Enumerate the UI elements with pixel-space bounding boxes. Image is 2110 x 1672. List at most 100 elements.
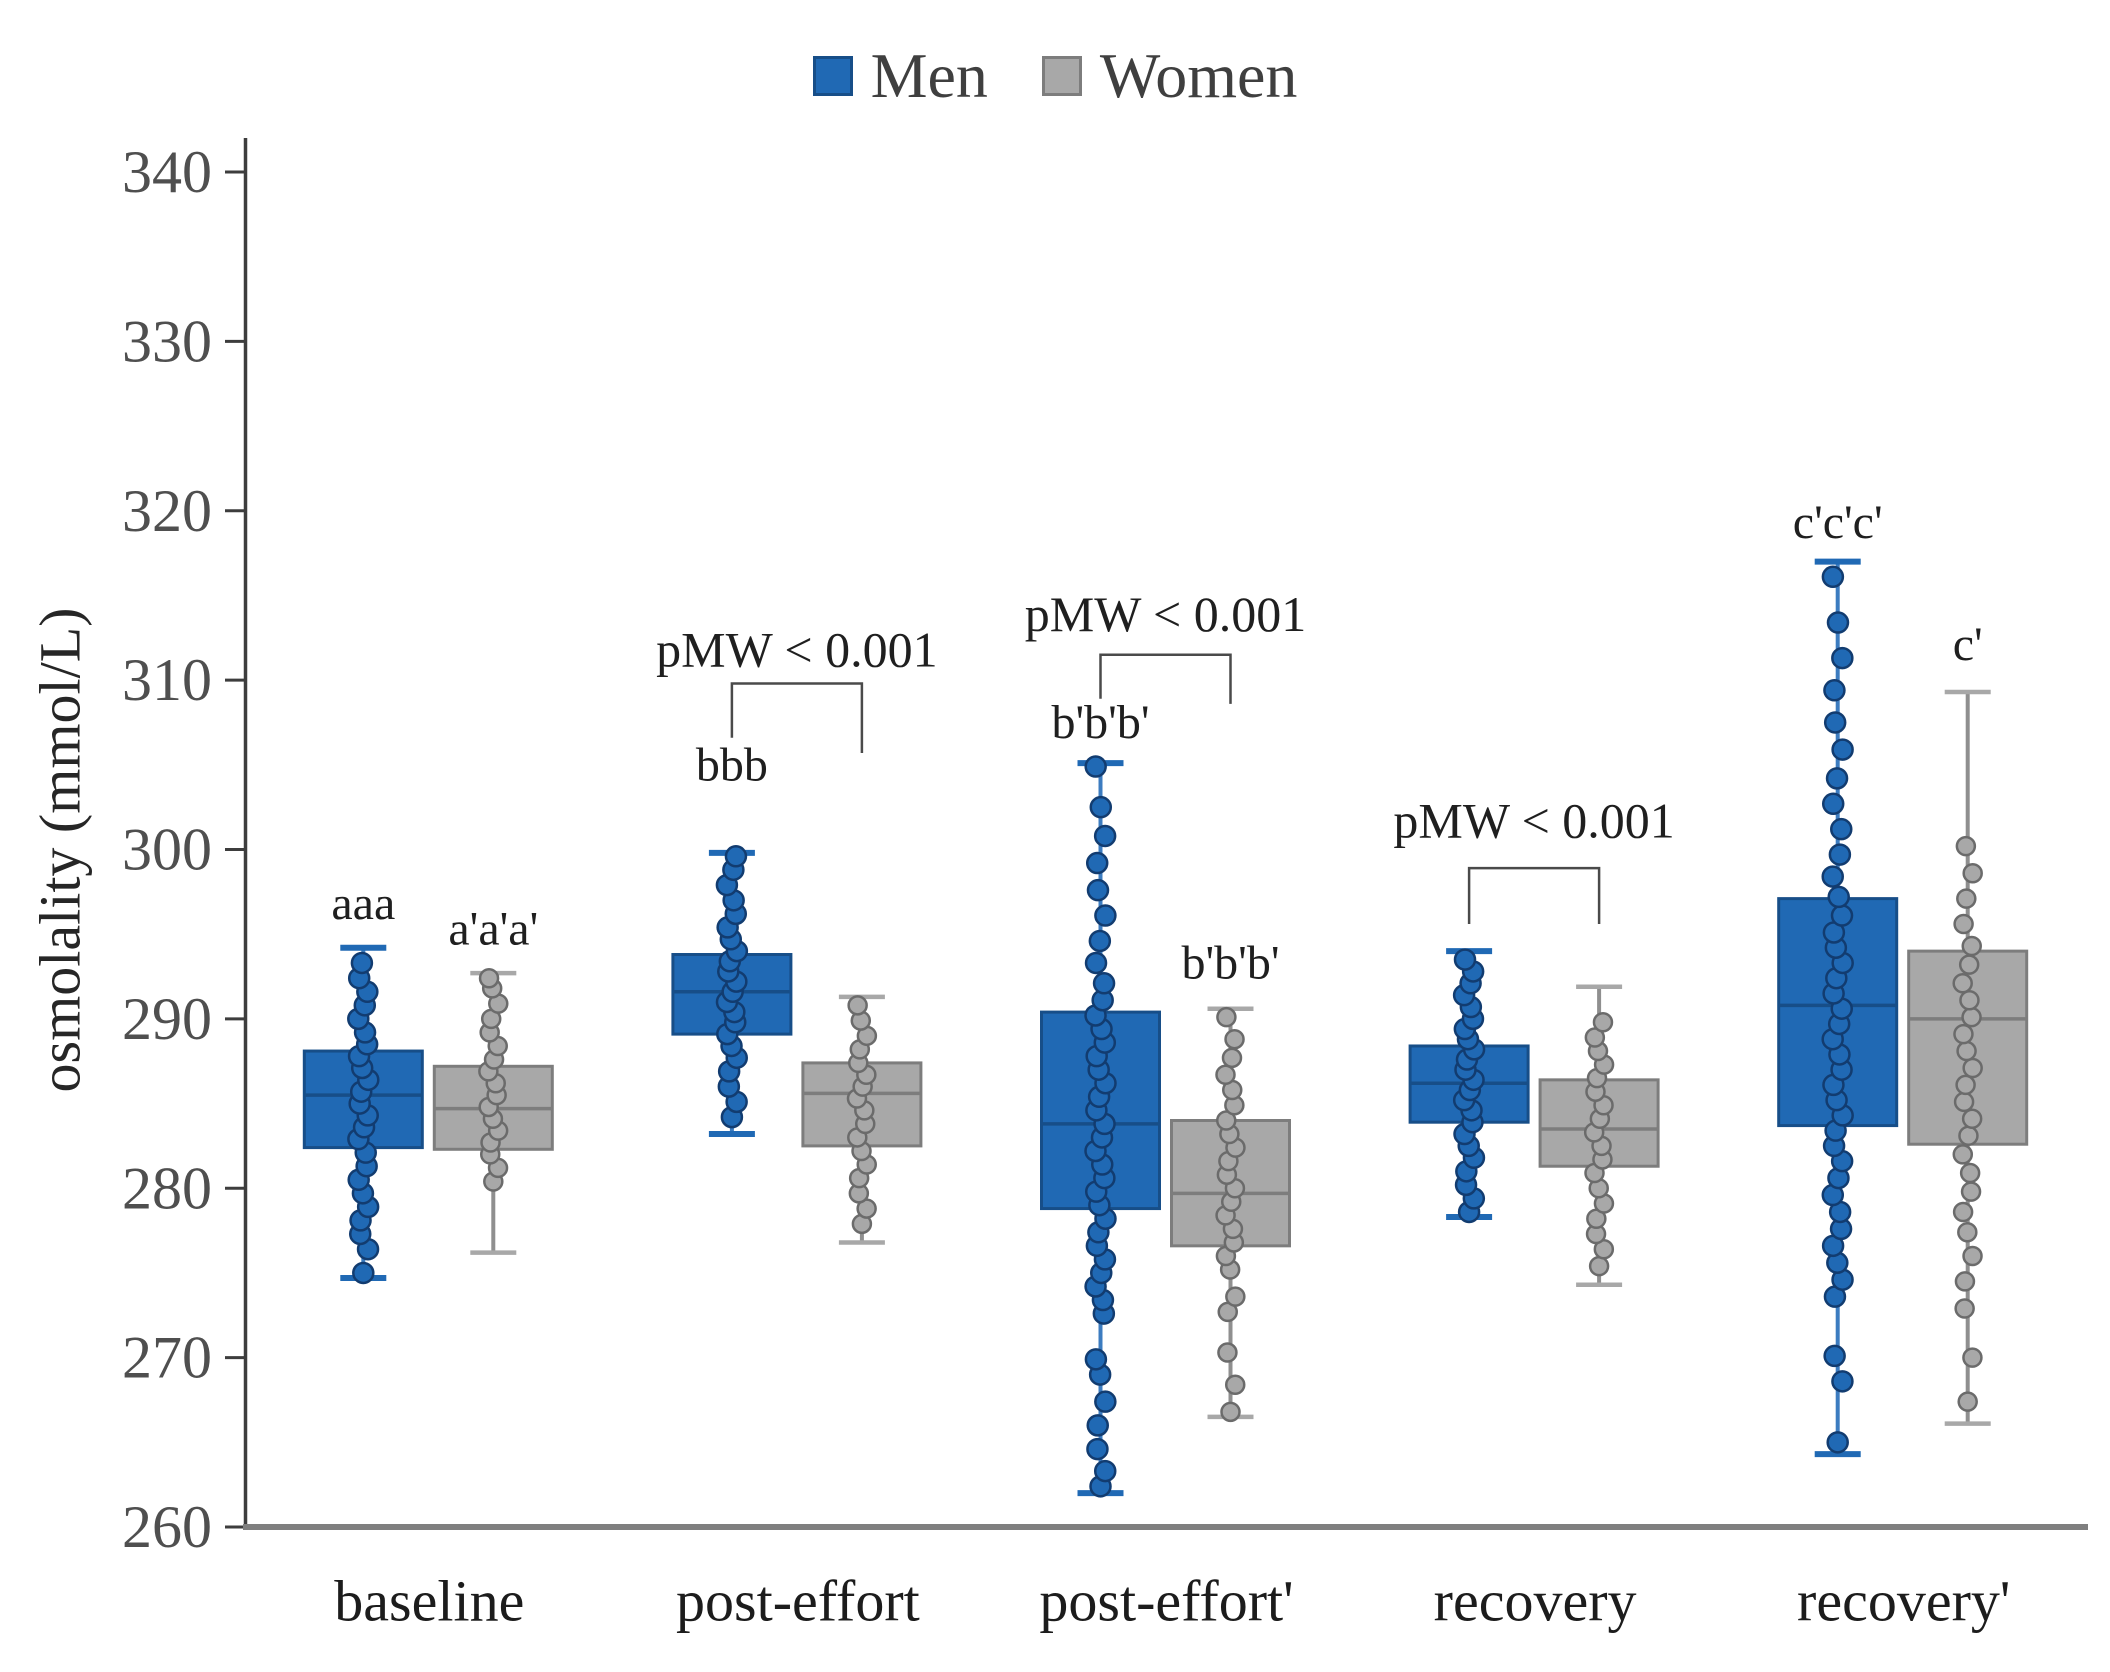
- sig-label-recovery: pMW < 0.001: [1393, 793, 1674, 849]
- data-point: [1086, 1414, 1109, 1437]
- data-point: [1956, 1040, 1977, 1062]
- points-men-recovery: [1452, 948, 1486, 1224]
- data-point: [1953, 1091, 1975, 1113]
- legend-label-men: Men: [870, 40, 988, 111]
- points-women-baseline: [478, 967, 509, 1192]
- data-point: [1957, 1222, 1978, 1243]
- y-axis-tick-label-270: 270: [122, 1325, 212, 1391]
- legend: Men Women: [0, 28, 2110, 124]
- data-point: [1224, 1374, 1246, 1395]
- data-point: [1958, 1125, 1979, 1146]
- data-point: [1588, 1255, 1610, 1277]
- data-point: [1962, 862, 1983, 884]
- data-point: [1961, 1006, 1982, 1028]
- data-point: [1225, 1286, 1246, 1307]
- data-point: [1823, 711, 1847, 734]
- data-point: [1954, 1271, 1976, 1292]
- points-men-post-effort: [715, 845, 749, 1129]
- legend-item-women: Women: [1041, 44, 1297, 108]
- x-category-label-post-effort: post-effort: [676, 1569, 920, 1634]
- x-category-label-baseline: baseline: [334, 1569, 524, 1634]
- sig-label-post-effort: pMW < 0.001: [656, 622, 937, 678]
- data-point: [1821, 792, 1845, 816]
- data-point: [1085, 851, 1109, 875]
- data-point: [478, 967, 500, 989]
- data-point: [1220, 1401, 1241, 1423]
- data-point: [1958, 954, 1980, 975]
- data-point: [1827, 885, 1850, 909]
- data-point: [847, 995, 868, 1016]
- data-point: [1823, 1344, 1846, 1368]
- data-point: [1962, 1057, 1983, 1079]
- y-axis-tick-label-320: 320: [122, 478, 212, 544]
- points-women-post-effort: [1215, 1006, 1246, 1423]
- data-point: [1959, 1162, 1981, 1184]
- x-category-label-recovery: recovery: [1434, 1569, 1637, 1634]
- data-point: [1823, 679, 1846, 702]
- points-women-post-effort: [846, 995, 878, 1235]
- data-point: [1953, 1023, 1974, 1045]
- data-point: [1093, 824, 1117, 848]
- data-point: [1084, 755, 1107, 778]
- men-swatch-icon: [812, 56, 853, 96]
- data-point: [1084, 1348, 1108, 1371]
- y-axis-tick-label-300: 300: [122, 817, 212, 883]
- sig-letters-men-baseline: aaa: [331, 877, 395, 930]
- data-point: [1960, 1181, 1982, 1202]
- data-point: [1961, 935, 1982, 957]
- sig-label-post-effort: pMW < 0.001: [1025, 586, 1306, 642]
- points-men-recovery: [1821, 565, 1854, 1454]
- data-point: [1955, 1074, 1976, 1096]
- data-point: [1086, 878, 1110, 902]
- data-point: [1088, 929, 1112, 953]
- data-point: [1821, 565, 1845, 589]
- points-women-recovery: [1583, 1012, 1615, 1277]
- points-men-post-effort: [1084, 755, 1117, 1498]
- data-point: [1093, 1459, 1117, 1483]
- x-category-label-recovery: recovery': [1797, 1569, 2010, 1634]
- data-point: [1084, 951, 1108, 975]
- data-point: [1224, 1028, 1245, 1050]
- data-point: [1089, 795, 1113, 819]
- data-point: [1956, 888, 1977, 909]
- data-point: [1826, 1431, 1849, 1454]
- data-point: [1957, 1391, 1978, 1412]
- data-point: [1086, 1437, 1109, 1461]
- data-point: [1952, 1201, 1974, 1223]
- y-axis-tick-label-340: 340: [122, 139, 212, 205]
- data-point: [1954, 1298, 1975, 1319]
- y-axis-tick-label-280: 280: [122, 1155, 212, 1221]
- data-point: [1831, 1370, 1854, 1393]
- data-point: [1962, 1347, 1983, 1368]
- data-point: [350, 951, 374, 975]
- legend-item-men: Men: [812, 40, 988, 111]
- data-point: [1094, 904, 1117, 927]
- data-point: [1825, 767, 1849, 790]
- data-point: [1962, 1245, 1983, 1267]
- y-axis-title: osmolality (mmol/L): [28, 608, 93, 1093]
- data-point: [1826, 611, 1850, 634]
- data-point: [1953, 913, 1974, 935]
- points-women-recovery: [1952, 835, 1983, 1412]
- sig-bracket-recovery: [1467, 866, 1601, 925]
- sig-letters-women-recovery: c': [1953, 618, 1983, 671]
- y-axis-tick-label-260: 260: [122, 1494, 212, 1560]
- data-point: [1952, 1144, 1974, 1165]
- data-point: [1955, 835, 1977, 857]
- y-axis-tick-label-330: 330: [122, 308, 212, 374]
- data-point: [1961, 1108, 1983, 1130]
- data-point: [1453, 948, 1477, 971]
- data-point: [1221, 1047, 1243, 1069]
- data-point: [1216, 1006, 1237, 1028]
- y-axis-tick-label-310: 310: [122, 647, 212, 713]
- sig-letters-men-recovery: c'c'c': [1793, 496, 1883, 549]
- points-men-baseline: [347, 951, 380, 1285]
- x-category-label-post-effort: post-effort': [1039, 1569, 1293, 1634]
- data-point: [1830, 817, 1853, 841]
- data-point: [1831, 738, 1854, 761]
- data-point: [1830, 904, 1854, 927]
- data-point: [1217, 1342, 1238, 1363]
- data-point: [724, 845, 748, 868]
